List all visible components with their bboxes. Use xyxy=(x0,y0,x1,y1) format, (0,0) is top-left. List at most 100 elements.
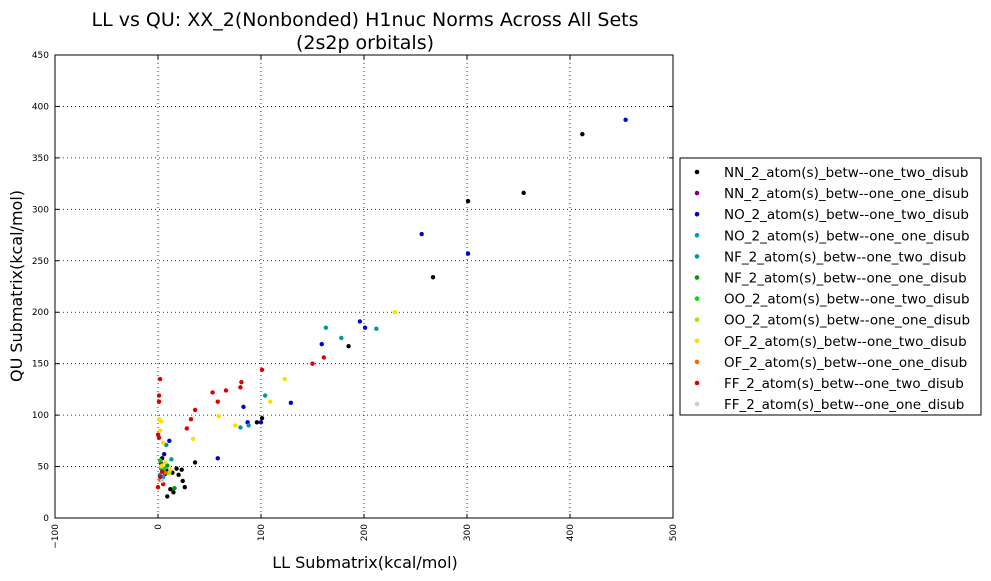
data-point xyxy=(580,132,585,137)
data-point xyxy=(159,469,165,474)
legend-label: OF_2_atom(s)_betw--one_two_disub xyxy=(724,334,967,350)
data-point xyxy=(262,393,268,398)
data-point xyxy=(164,442,169,448)
series-points xyxy=(158,325,379,471)
x-tick-label: 300 xyxy=(463,524,473,541)
data-point xyxy=(259,415,265,421)
data-point xyxy=(158,419,164,424)
y-axis-ticks: 0 50 100 150 200 250 300 350 400 450 xyxy=(32,51,673,524)
series-points xyxy=(161,117,628,473)
data-point xyxy=(233,423,238,428)
x-tick-label: 400 xyxy=(566,524,576,541)
data-point xyxy=(176,472,181,477)
y-tick-label: 100 xyxy=(32,411,49,421)
data-point xyxy=(357,319,363,324)
legend-label: OF_2_atom(s)_betw--one_one_disub xyxy=(724,355,967,371)
data-point xyxy=(168,467,173,472)
legend-marker xyxy=(694,169,700,175)
data-point xyxy=(179,467,184,472)
data-point xyxy=(246,423,251,428)
legend-label: OO_2_atom(s)_betw--one_one_disub xyxy=(724,313,970,329)
data-point xyxy=(346,343,351,349)
data-point xyxy=(184,426,190,431)
y-tick-label: 150 xyxy=(32,360,49,370)
data-point xyxy=(321,355,327,360)
data-point xyxy=(241,404,246,410)
data-point xyxy=(216,413,221,419)
data-point xyxy=(160,440,166,446)
legend-label: OO_2_atom(s)_betw--one_two_disub xyxy=(724,292,970,308)
data-point xyxy=(169,457,174,462)
legend-marker xyxy=(694,380,700,386)
legend-label: NF_2_atom(s)_betw--one_one_disub xyxy=(724,271,967,287)
data-point xyxy=(172,485,177,491)
data-point xyxy=(156,393,162,398)
data-point xyxy=(165,463,170,468)
y-tick-label: 400 xyxy=(32,102,49,112)
data-point xyxy=(288,400,294,405)
data-point xyxy=(171,490,176,495)
data-point xyxy=(157,376,163,382)
data-point xyxy=(188,417,194,422)
x-tick-label: 500 xyxy=(669,524,679,541)
scatter-points xyxy=(155,117,628,499)
data-point xyxy=(623,117,628,123)
grid-lines xyxy=(55,55,673,518)
series-points xyxy=(159,478,165,484)
chart-title: LL vs QU: XX_2(Nonbonded) H1nuc Norms Ac… xyxy=(92,9,639,31)
legend-marker xyxy=(694,401,700,407)
data-point xyxy=(465,251,471,256)
legend-box xyxy=(679,157,982,416)
y-tick-label: 200 xyxy=(32,308,49,318)
data-point xyxy=(215,456,220,461)
x-tick-label: 200 xyxy=(360,524,370,541)
data-point xyxy=(392,310,398,315)
legend-marker xyxy=(694,233,700,238)
legend-marker xyxy=(694,317,700,323)
x-tick-label: 100 xyxy=(257,524,267,541)
data-point xyxy=(239,379,244,385)
data-point xyxy=(254,420,260,425)
series-points xyxy=(159,132,585,499)
data-point xyxy=(223,388,229,393)
data-point xyxy=(157,428,163,433)
data-point xyxy=(159,463,165,468)
data-point xyxy=(238,385,243,390)
data-point xyxy=(174,466,179,471)
legend-label: FF_2_atom(s)_betw--one_two_disub xyxy=(724,376,964,392)
legend-label: NF_2_atom(s)_betw--one_two_disub xyxy=(724,249,966,265)
data-point xyxy=(374,326,379,331)
legend-marker xyxy=(694,190,700,196)
legend-marker xyxy=(694,275,700,280)
data-point xyxy=(310,361,315,366)
data-point xyxy=(160,474,166,480)
y-tick-label: 350 xyxy=(32,154,49,164)
data-point xyxy=(215,399,220,404)
data-point xyxy=(168,486,173,492)
data-point xyxy=(156,435,162,440)
legend-label: NO_2_atom(s)_betw--one_two_disub xyxy=(724,207,969,223)
series-points xyxy=(165,463,177,491)
data-point xyxy=(182,484,187,490)
data-point xyxy=(323,325,329,330)
x-axis-ticks: −100 0 100 200 300 400 500 xyxy=(51,55,679,549)
data-point xyxy=(419,231,424,237)
data-point xyxy=(362,325,368,330)
data-point xyxy=(156,399,162,404)
legend-marker xyxy=(694,211,700,217)
data-point xyxy=(170,470,175,475)
data-point xyxy=(192,407,198,413)
y-tick-label: 300 xyxy=(32,205,49,215)
data-point xyxy=(180,478,185,484)
y-tick-label: 250 xyxy=(32,257,49,267)
data-point xyxy=(282,376,287,382)
data-point xyxy=(192,460,198,465)
data-point xyxy=(163,460,168,465)
x-tick-label: 0 xyxy=(154,524,164,530)
data-point xyxy=(259,367,265,373)
data-point xyxy=(157,458,163,463)
legend-label: FF_2_atom(s)_betw--one_one_disub xyxy=(724,397,964,413)
data-point xyxy=(430,275,436,280)
y-axis-label: QU Submatrix(kcal/mol) xyxy=(7,190,26,382)
